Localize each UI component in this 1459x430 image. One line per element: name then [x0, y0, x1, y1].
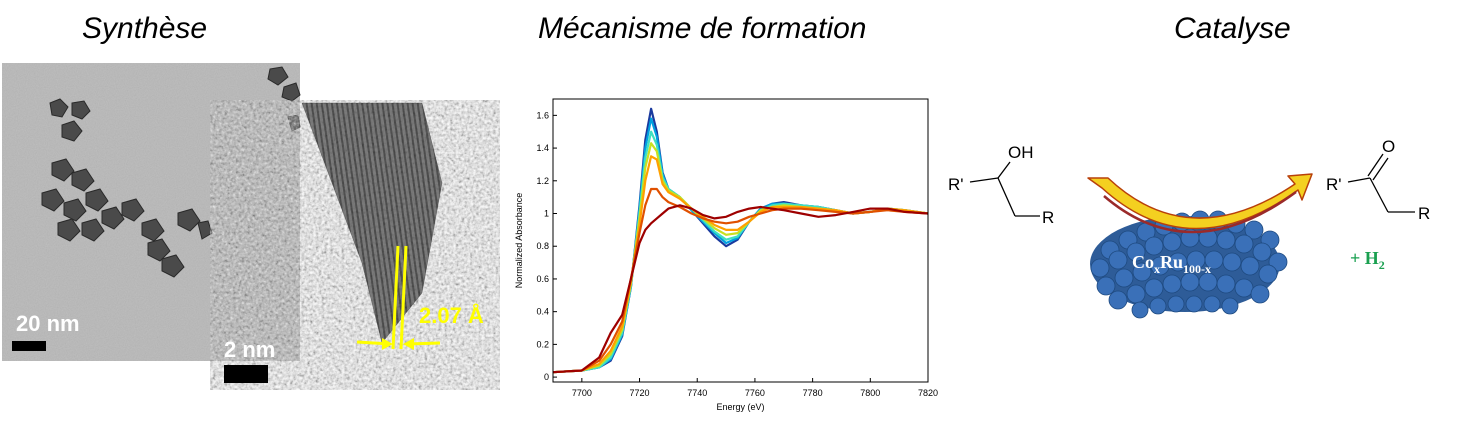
reactant-r: R — [1042, 208, 1054, 227]
catalyst-formula: CoxRu100-x — [1132, 252, 1211, 276]
plot-frame — [552, 98, 929, 383]
y-tick-label: 1 — [544, 209, 549, 219]
lattice-line-left — [391, 245, 400, 350]
x-tick-label: 7780 — [803, 388, 823, 398]
y-tick-label: 0.6 — [536, 274, 549, 284]
x-tick-label: 7800 — [860, 388, 880, 398]
reactant-molecule: R' OH R — [948, 143, 1054, 227]
title-catalysis: Catalyse — [1174, 12, 1291, 45]
series-line-6 — [552, 187, 929, 374]
x-tick-label: 7720 — [630, 388, 650, 398]
chart-series-group — [552, 107, 929, 374]
x-tick-label: 7700 — [572, 388, 592, 398]
reactant-r-prime: R' — [948, 175, 964, 194]
tem-panel: 20 nm 2 nm 2.07 Å — [2, 63, 502, 398]
particle-spheres — [1090, 210, 1288, 319]
scale-bar-small — [224, 365, 268, 383]
y-tick-label: 0 — [544, 372, 549, 382]
hydrogen-byproduct: + H2 — [1350, 248, 1385, 272]
y-tick-label: 0.4 — [536, 307, 549, 317]
tem-images: 20 nm 2 nm 2.07 Å — [2, 63, 500, 390]
chart-svg: 7700 7720 7740 7760 7780 7800 7820 0 0.2 0.4 0.6 0.… — [514, 98, 938, 412]
xanes-chart: 7700 7720 7740 7760 7780 7800 7820 0 0.2 0.4 0.6 0.… — [508, 93, 940, 428]
reactant-hydroxyl: OH — [1008, 143, 1034, 162]
catalysis-svg: R' OH R — [948, 137, 1430, 319]
x-tick-label: 7760 — [745, 388, 765, 398]
product-r-prime: R' — [1326, 175, 1342, 194]
series-line-7 — [552, 204, 929, 374]
scale-label-large: 20 nm — [16, 311, 80, 336]
y-tick-label: 1.2 — [536, 176, 549, 186]
scale-bar-large — [12, 341, 46, 351]
tem-small-image — [210, 100, 500, 390]
y-axis-label: Normalized Absorbance — [514, 193, 524, 289]
product-carbonyl-oxygen: O — [1382, 137, 1395, 156]
y-tick-label: 0.2 — [536, 339, 549, 349]
x-axis-label: Energy (eV) — [716, 402, 764, 412]
title-synthesis: Synthèse — [82, 12, 208, 45]
catalysis-scheme: R' OH R — [940, 120, 1440, 325]
title-mechanism: Mécanisme de formation — [538, 12, 867, 45]
y-tick-label: 1.4 — [536, 143, 549, 153]
x-tick-label: 7740 — [687, 388, 707, 398]
x-tick-label: 7820 — [918, 388, 938, 398]
lattice-spacing-label: 2.07 Å — [419, 302, 484, 328]
y-tick-label: 1.6 — [536, 110, 549, 120]
series-line-5 — [552, 155, 929, 374]
nanoparticle-cluster — [41, 66, 301, 278]
scale-label-small: 2 nm — [224, 337, 275, 362]
axis-ticks: 7700 7720 7740 7760 7780 7800 7820 0 0.2 0.4 0.6 0.… — [536, 110, 938, 398]
y-tick-label: 0.8 — [536, 241, 549, 251]
series-line-1 — [552, 107, 929, 374]
lattice-line-right — [399, 245, 408, 350]
catalyst-nanoparticle: CoxRu100-x — [1090, 210, 1288, 319]
product-r: R — [1418, 204, 1430, 223]
reaction-arrow — [1087, 173, 1313, 234]
product-molecule: R' O R — [1326, 137, 1430, 223]
